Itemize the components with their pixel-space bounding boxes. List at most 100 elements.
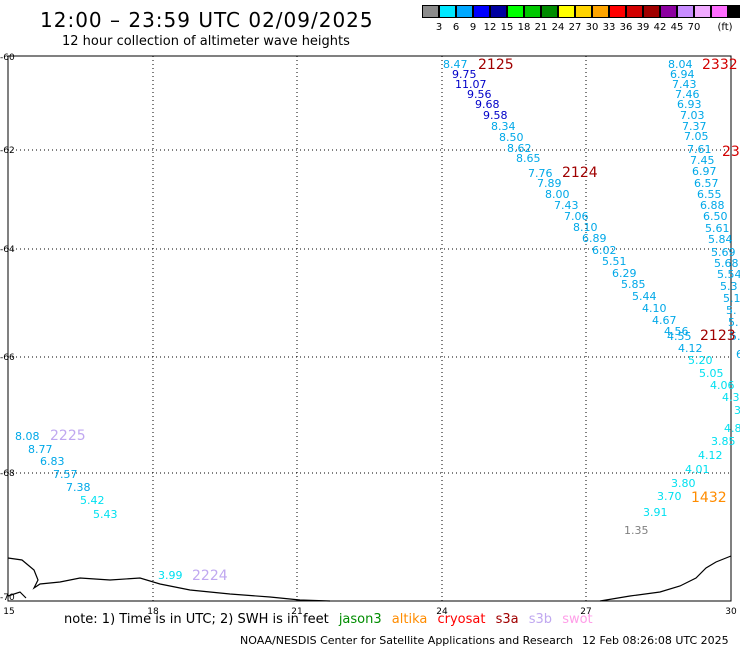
satellite-s3b: s3b — [528, 612, 553, 627]
swh-value: 5. — [726, 304, 737, 317]
legend-tick: 15 — [500, 22, 514, 33]
legend-swatch — [609, 5, 626, 18]
map-title: 12:00 – 23:59 UTC 02/09/2025 — [40, 8, 374, 32]
swh-value: 4.06 — [710, 379, 735, 392]
pass-label: 2123 — [700, 328, 736, 344]
swh-value: 4.12 — [698, 449, 723, 462]
swh-value: 8.10 — [573, 221, 598, 234]
antarctic-coastline — [599, 555, 732, 602]
pass-label: 2125 — [478, 57, 514, 73]
swh-value: 9.75 — [452, 68, 477, 81]
swh-value: 7.46 — [675, 88, 700, 101]
swh-value: 9.58 — [483, 109, 508, 122]
swh-value: 9.68 — [475, 98, 500, 111]
legend-swatch — [592, 5, 609, 18]
swh-value: 8.50 — [499, 131, 524, 144]
legend-swatch — [626, 5, 643, 18]
swh-value: 9.56 — [467, 88, 492, 101]
antarctic-coastline — [7, 557, 331, 602]
note-line: note: 1) Time is in UTC; 2) SWH is in fe… — [64, 612, 599, 627]
map-subtitle: 12 hour collection of altimeter wave hei… — [62, 34, 350, 49]
swh-value: 8.65 — [516, 152, 541, 165]
lat-label: -62 — [0, 146, 15, 156]
satellite-altika: altika — [391, 612, 428, 627]
swh-value: 8.62 — [507, 142, 532, 155]
legend-tick: 12 — [483, 22, 497, 33]
legend-swatch — [728, 5, 740, 18]
swh-value: 6.55 — [697, 188, 722, 201]
swh-value: 4.55 — [667, 330, 692, 343]
legend-swatch — [558, 5, 575, 18]
lon-label: 21 — [291, 607, 302, 617]
legend-swatch — [473, 5, 490, 18]
lat-label: -60 — [0, 53, 15, 63]
legend-swatch — [524, 5, 541, 18]
swh-value: 6.89 — [582, 232, 607, 245]
swh-value: 4.01 — [685, 463, 710, 476]
swh-value: 3.80 — [671, 477, 696, 490]
swh-value: 4.3 — [722, 391, 740, 404]
legend-tick: 33 — [602, 22, 616, 33]
swh-value: 7.06 — [564, 210, 589, 223]
pass-label: 1432 — [691, 490, 727, 506]
swh-value: 5.1 — [723, 292, 740, 305]
swh-value: 5.68 — [714, 257, 739, 270]
swh-value: 5.05 — [699, 367, 724, 380]
latitude-gridlines — [8, 149, 731, 474]
legend-swatch — [456, 5, 473, 18]
lon-label: 30 — [725, 607, 737, 617]
swh-value: 6.97 — [692, 165, 717, 178]
legend-tick: 3 — [435, 22, 443, 33]
swh-value: 4.12 — [678, 342, 703, 355]
swh-value: 4.67 — [652, 314, 677, 327]
swh-value: 7.43 — [554, 199, 579, 212]
swh-value: 7.61 — [687, 143, 712, 156]
pass-label: 23 — [722, 144, 740, 160]
latitude-labels: -60 -62 -64 -66 -68 -70 — [0, 53, 15, 603]
lat-label: -70 — [0, 593, 15, 603]
pass-2125: 8.47 9.75 11.07 9.56 9.68 9.58 8.34 8.50… — [443, 57, 562, 190]
swh-value: 5.3 — [720, 280, 738, 293]
swh-value: 7.03 — [680, 109, 705, 122]
swh-value: 7.43 — [672, 78, 697, 91]
swh-value: 5.44 — [632, 290, 657, 303]
lat-label: -66 — [0, 353, 15, 363]
swh-value: 4.56 — [664, 325, 689, 338]
swh-value: 5. — [730, 330, 740, 343]
legend-tick: 70 — [687, 22, 701, 33]
pass-label: 2332 — [702, 57, 738, 73]
legend-swatch — [711, 5, 728, 18]
legend-tick: 6 — [452, 22, 460, 33]
legend-swatch — [439, 5, 456, 18]
swh-value: 7.57 — [53, 468, 78, 481]
antarctic-coastline — [7, 591, 27, 599]
swh-value: 5.51 — [602, 255, 627, 268]
swh-value: 3. — [734, 404, 740, 417]
legend-swatch — [422, 5, 439, 18]
footer-agency: NOAA/NESDIS Center for Satellite Applica… — [240, 634, 574, 647]
pass-2124: 8.00 7.43 7.06 8.10 6.89 6.02 5.51 6.29 … — [545, 165, 692, 343]
lat-label: -64 — [0, 245, 15, 255]
swh-value: 5.69 — [711, 246, 736, 259]
swh-value: 5.42 — [80, 494, 105, 507]
swh-value: 6.88 — [700, 199, 725, 212]
swh-value: 3.91 — [643, 506, 668, 519]
lon-label: 18 — [147, 607, 159, 617]
pass-2332: 8.04 6.94 7.43 7.46 6.93 7.03 7.37 7.05 … — [668, 57, 740, 361]
legend-tick: 9 — [469, 22, 477, 33]
swh-value: 7.45 — [690, 154, 715, 167]
lat-label: -68 — [0, 469, 15, 479]
pass-label: 2225 — [50, 428, 86, 444]
swh-value: 6.57 — [694, 177, 719, 190]
map-frame — [7, 55, 732, 602]
legend-tick: 27 — [568, 22, 582, 33]
swh-value: 7.37 — [682, 120, 707, 133]
swh-value: 5.85 — [621, 278, 646, 291]
swh-value: 7.38 — [66, 481, 91, 494]
lon-label: 15 — [3, 607, 14, 617]
legend-swatch — [643, 5, 660, 18]
satellite-swot: swot — [562, 612, 593, 627]
legend-swatch — [490, 5, 507, 18]
footer-timestamp: 12 Feb 08:26:08 UTC 2025 — [582, 634, 729, 647]
